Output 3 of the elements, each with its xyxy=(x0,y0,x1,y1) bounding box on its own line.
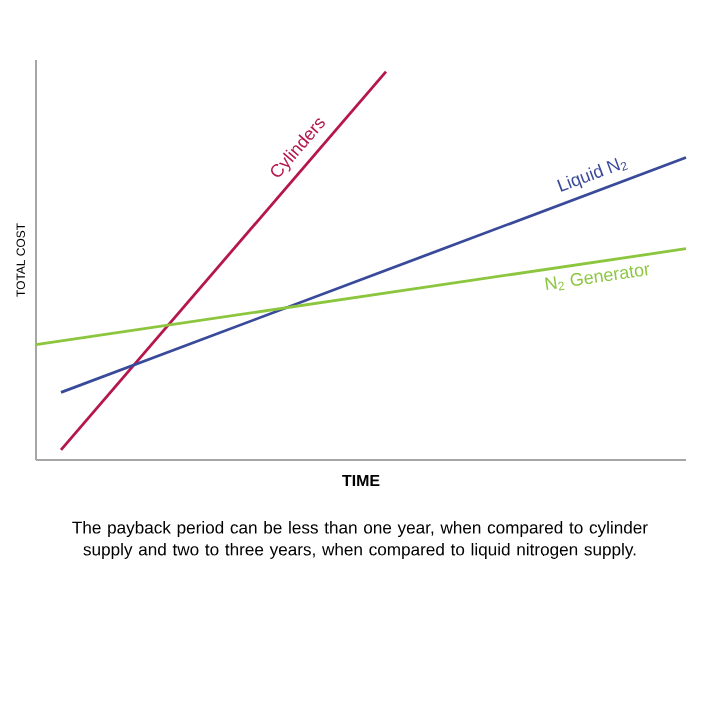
text: N$_{2}$ Generator xyxy=(545,265,650,291)
text: The payback period can be less than one year, when compared to cylinder supply and two to three years, when compared to liquid nitrogen supply. xyxy=(72,521,648,559)
text: Liquid N$_{2}$ xyxy=(557,158,629,192)
